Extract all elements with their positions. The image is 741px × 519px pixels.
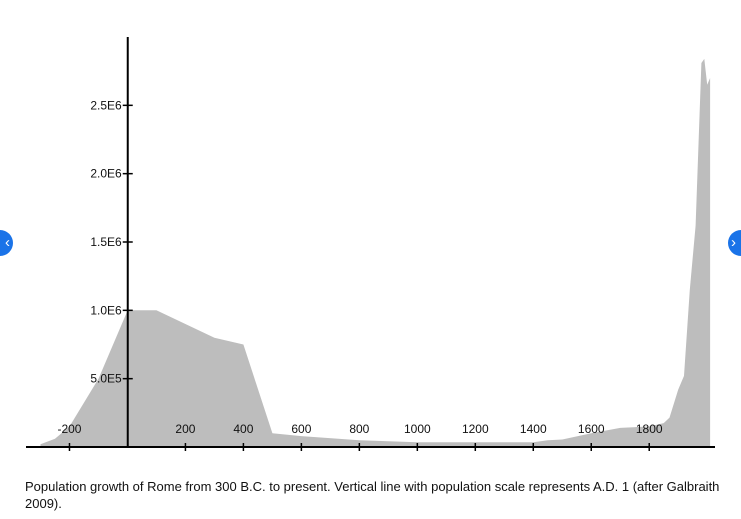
previous-slide-button[interactable]: ‹ [0, 230, 13, 256]
x-tick-label: 1600 [578, 422, 605, 436]
x-tick-label: 1400 [520, 422, 547, 436]
y-tick-label: 1.0E6 [90, 303, 122, 317]
population-chart: -200 200 400 600 800 1000 1200 1400 1600 1800 5.0… [26, 37, 715, 451]
x-tick-label: 200 [175, 422, 195, 436]
y-tick-label: 2.0E6 [90, 167, 122, 181]
y-axis: 5.0E5 1.0E6 1.5E6 2.0E6 2.5E6 [90, 37, 133, 447]
y-tick-label: 2.5E6 [90, 98, 122, 112]
x-tick-label: 400 [233, 422, 253, 436]
x-tick-label: 1800 [636, 422, 663, 436]
y-tick-label: 1.5E6 [90, 235, 122, 249]
population-area [40, 58, 711, 448]
chevron-right-icon: › [731, 234, 736, 251]
x-tick-label: -200 [57, 422, 81, 436]
x-tick-label: 1000 [404, 422, 431, 436]
x-tick-label: 1200 [462, 422, 489, 436]
next-slide-button[interactable]: › [728, 230, 741, 256]
figure-caption: Population growth of Rome from 300 B.C. … [25, 479, 720, 511]
x-tick-label: 600 [291, 422, 311, 436]
y-tick-label: 5.0E5 [90, 372, 122, 386]
chevron-left-icon: ‹ [5, 234, 10, 251]
x-tick-label: 800 [349, 422, 369, 436]
x-axis: -200 200 400 600 800 1000 1200 1400 1600 1800 [26, 422, 715, 451]
